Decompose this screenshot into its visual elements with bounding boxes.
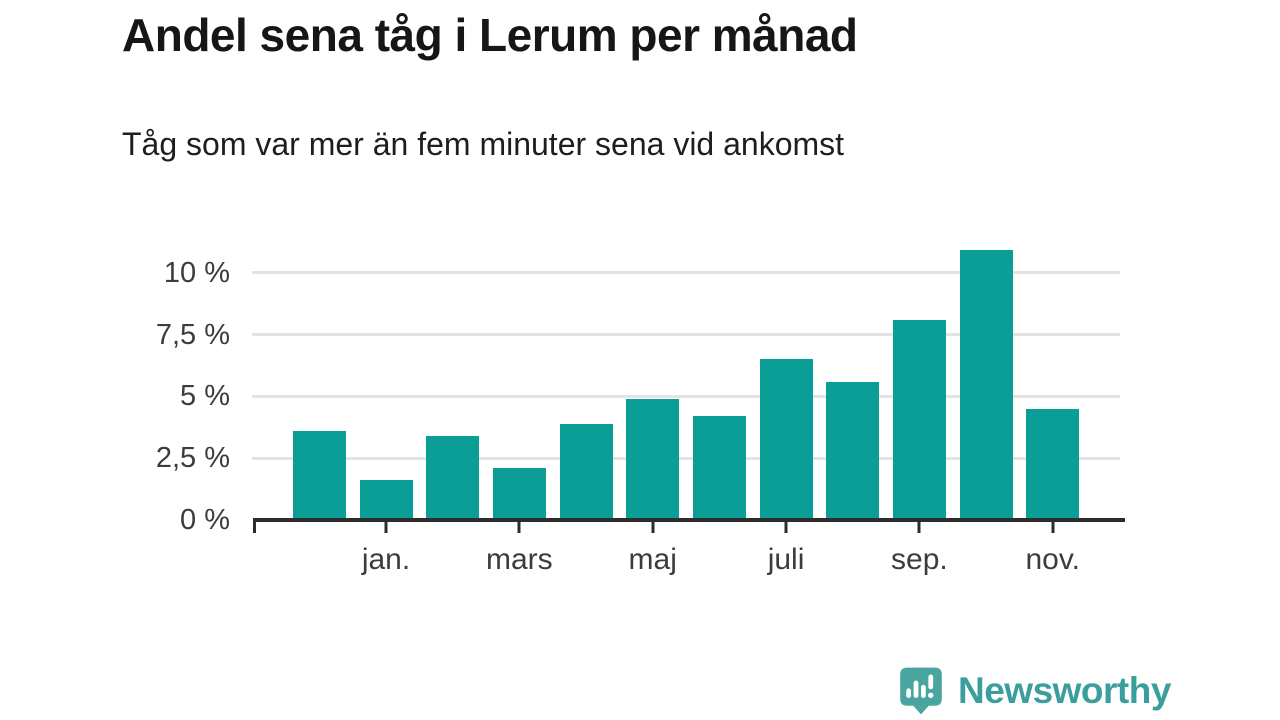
gridline: [252, 333, 1120, 337]
x-axis-tick: [917, 522, 921, 533]
newsworthy-logo-badge-icon: [900, 667, 942, 715]
chart-subtitle: Tåg som var mer än fem minuter sena vid …: [122, 126, 845, 162]
bar-aug: [826, 382, 880, 520]
y-axis-tick-label: 2,5 %: [155, 442, 230, 475]
bar-chart: 0 % 2,5 % 5 % 7,5 % 10 % jan. mars maj juli sep.…: [156, 248, 1125, 576]
chart-title: Andel sena tåg i Lerum per månad: [122, 9, 858, 61]
x-axis-start-tick: [253, 522, 256, 533]
bar-slot: [686, 248, 753, 520]
bars: jan. mars maj juli sep. nov.: [286, 248, 1086, 576]
gridline: [252, 271, 1120, 275]
x-axis-tick-label: jan.: [361, 543, 411, 576]
x-axis-tick-label: maj: [628, 543, 677, 576]
bar-april: [559, 424, 613, 520]
y-axis-tick-label: 7,5 %: [155, 318, 230, 351]
x-axis-tick-label: mars: [486, 543, 553, 576]
x-axis-line: [253, 518, 1125, 522]
bar-slot: jan.: [353, 248, 420, 576]
bar-slot: [419, 248, 486, 520]
bar-slot: sep.: [886, 248, 953, 576]
x-axis-tick: [651, 522, 655, 533]
bar-slot: [286, 248, 353, 520]
bar-sep: [892, 320, 946, 520]
bar-slot: juli: [753, 248, 820, 576]
bar-jan: [359, 480, 413, 520]
x-axis-tick: [384, 522, 388, 533]
x-axis-tick: [784, 522, 788, 533]
bar-slot: mars: [486, 248, 553, 576]
gridline: [252, 456, 1120, 460]
y-axis-tick-label: 5 %: [180, 380, 230, 413]
bar-slot: maj: [619, 248, 686, 576]
bar-nov: [1026, 409, 1080, 520]
bar-dec: [292, 431, 346, 520]
bar-slot: [953, 248, 1020, 520]
y-axis-tick-label: 10 %: [163, 256, 230, 289]
gridline: [252, 394, 1120, 398]
bar-juli: [759, 359, 813, 520]
bar-slot: nov.: [1019, 248, 1086, 576]
bar-feb: [426, 436, 480, 520]
x-axis-tick: [517, 522, 521, 533]
x-axis-tick: [1051, 522, 1055, 533]
x-axis-tick-label: nov.: [1025, 543, 1080, 576]
y-axis-tick-label: 0 %: [180, 504, 230, 536]
bar-mars: [492, 468, 546, 520]
x-axis-tick-label: juli: [767, 543, 805, 576]
newsworthy-logo: Newsworthy: [895, 664, 1171, 718]
newsworthy-wordmark: Newsworthy: [958, 670, 1171, 711]
bar-slot: [553, 248, 620, 520]
x-axis-tick-label: sep.: [891, 543, 948, 576]
bar-okt: [959, 250, 1013, 520]
bar-slot: [819, 248, 886, 520]
bar-maj: [626, 399, 680, 520]
bar-juni: [692, 416, 746, 520]
